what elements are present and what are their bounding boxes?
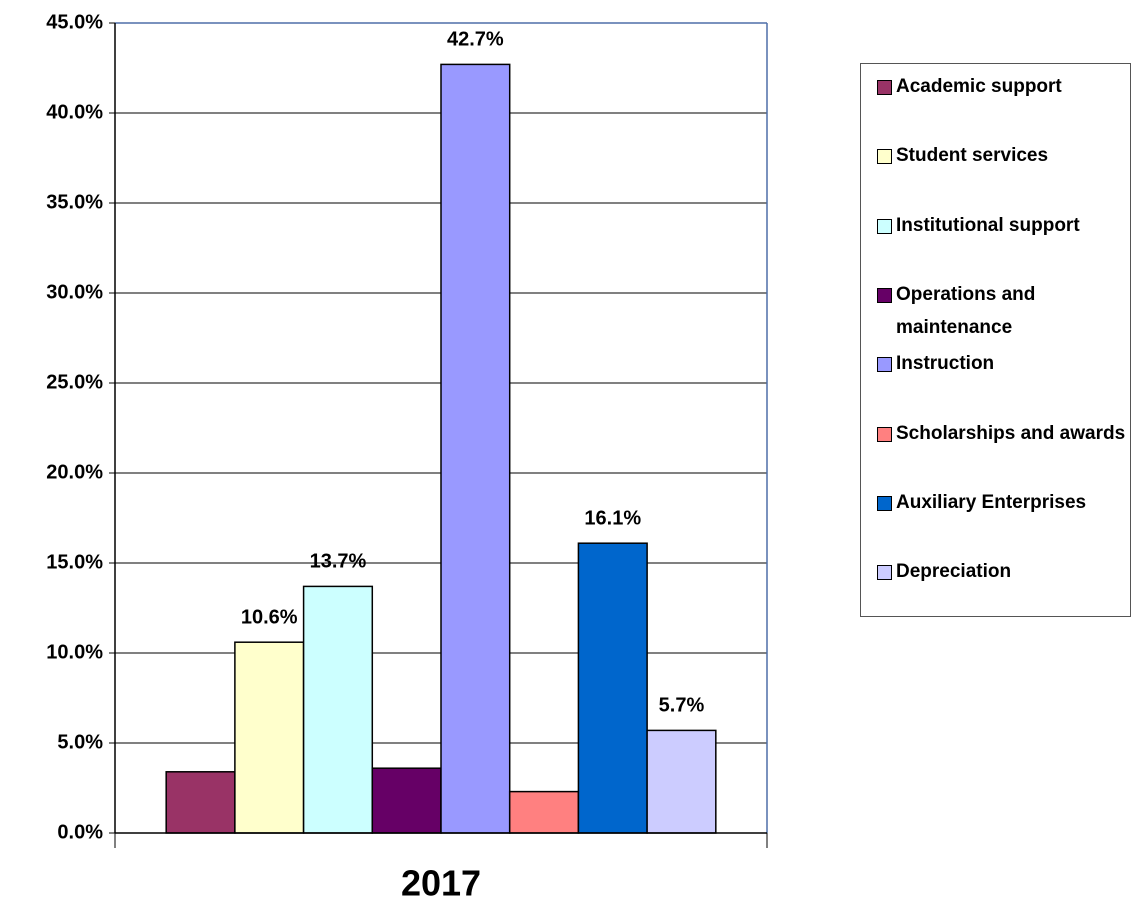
bar — [508, 790, 580, 834]
legend-item: Scholarships and awards — [877, 417, 1127, 450]
legend-item: Student services — [877, 139, 1127, 172]
legend-swatch — [877, 357, 892, 373]
legend-label: Scholarships and awards — [896, 422, 1126, 444]
y-tick-label: 35.0% — [46, 191, 103, 213]
y-tick-label: 30.0% — [46, 281, 103, 303]
data-label: 16.1% — [584, 507, 641, 529]
legend-item: Instruction — [877, 347, 1127, 380]
legend-swatch — [877, 565, 892, 581]
legend-swatch — [877, 218, 892, 234]
legend-swatch — [877, 495, 892, 511]
legend: Academic support Student services Institut… — [860, 63, 1131, 617]
y-tick-label: 25.0% — [46, 371, 103, 393]
bar — [646, 729, 717, 834]
y-tick-label: 0.0% — [57, 821, 103, 843]
legend-label: Instruction — [896, 353, 995, 375]
data-label: 5.7% — [659, 695, 705, 717]
bar — [234, 641, 305, 834]
legend-label: Academic support — [896, 76, 1062, 97]
bar — [302, 585, 374, 834]
legend-swatch — [877, 149, 892, 165]
legend-item: Operations and maintenance — [877, 278, 1127, 344]
legend-label: Operations and maintenance — [896, 283, 1036, 338]
bar — [371, 767, 442, 834]
legend-swatch — [877, 80, 892, 95]
x-tick-label: 2017 — [401, 863, 481, 904]
legend-swatch — [877, 287, 892, 303]
bar — [577, 542, 648, 834]
y-tick-label: 10.0% — [46, 641, 103, 663]
y-tick-label: 5.0% — [57, 731, 103, 753]
legend-swatch — [877, 426, 892, 442]
legend-label: Auxiliary Enterprises — [896, 491, 1087, 513]
y-tick-label: 40.0% — [46, 101, 103, 123]
bar — [165, 771, 236, 834]
y-tick-label: 45.0% — [46, 11, 103, 33]
legend-item: Auxiliary Enterprises — [877, 486, 1127, 519]
bar — [440, 63, 511, 834]
data-label: 10.6% — [241, 606, 298, 628]
data-label: 13.7% — [310, 551, 367, 573]
legend-label: Depreciation — [896, 561, 1012, 583]
legend-label: Institutional support — [896, 214, 1080, 236]
legend-item: Institutional support — [877, 209, 1127, 242]
legend-item: Academic support — [877, 70, 1127, 103]
legend-item: Depreciation — [877, 555, 1127, 588]
data-label: 42.7% — [447, 29, 504, 51]
y-tick-label: 20.0% — [46, 461, 103, 483]
legend-label: Student services — [896, 145, 1049, 167]
y-tick-label: 15.0% — [46, 551, 103, 573]
